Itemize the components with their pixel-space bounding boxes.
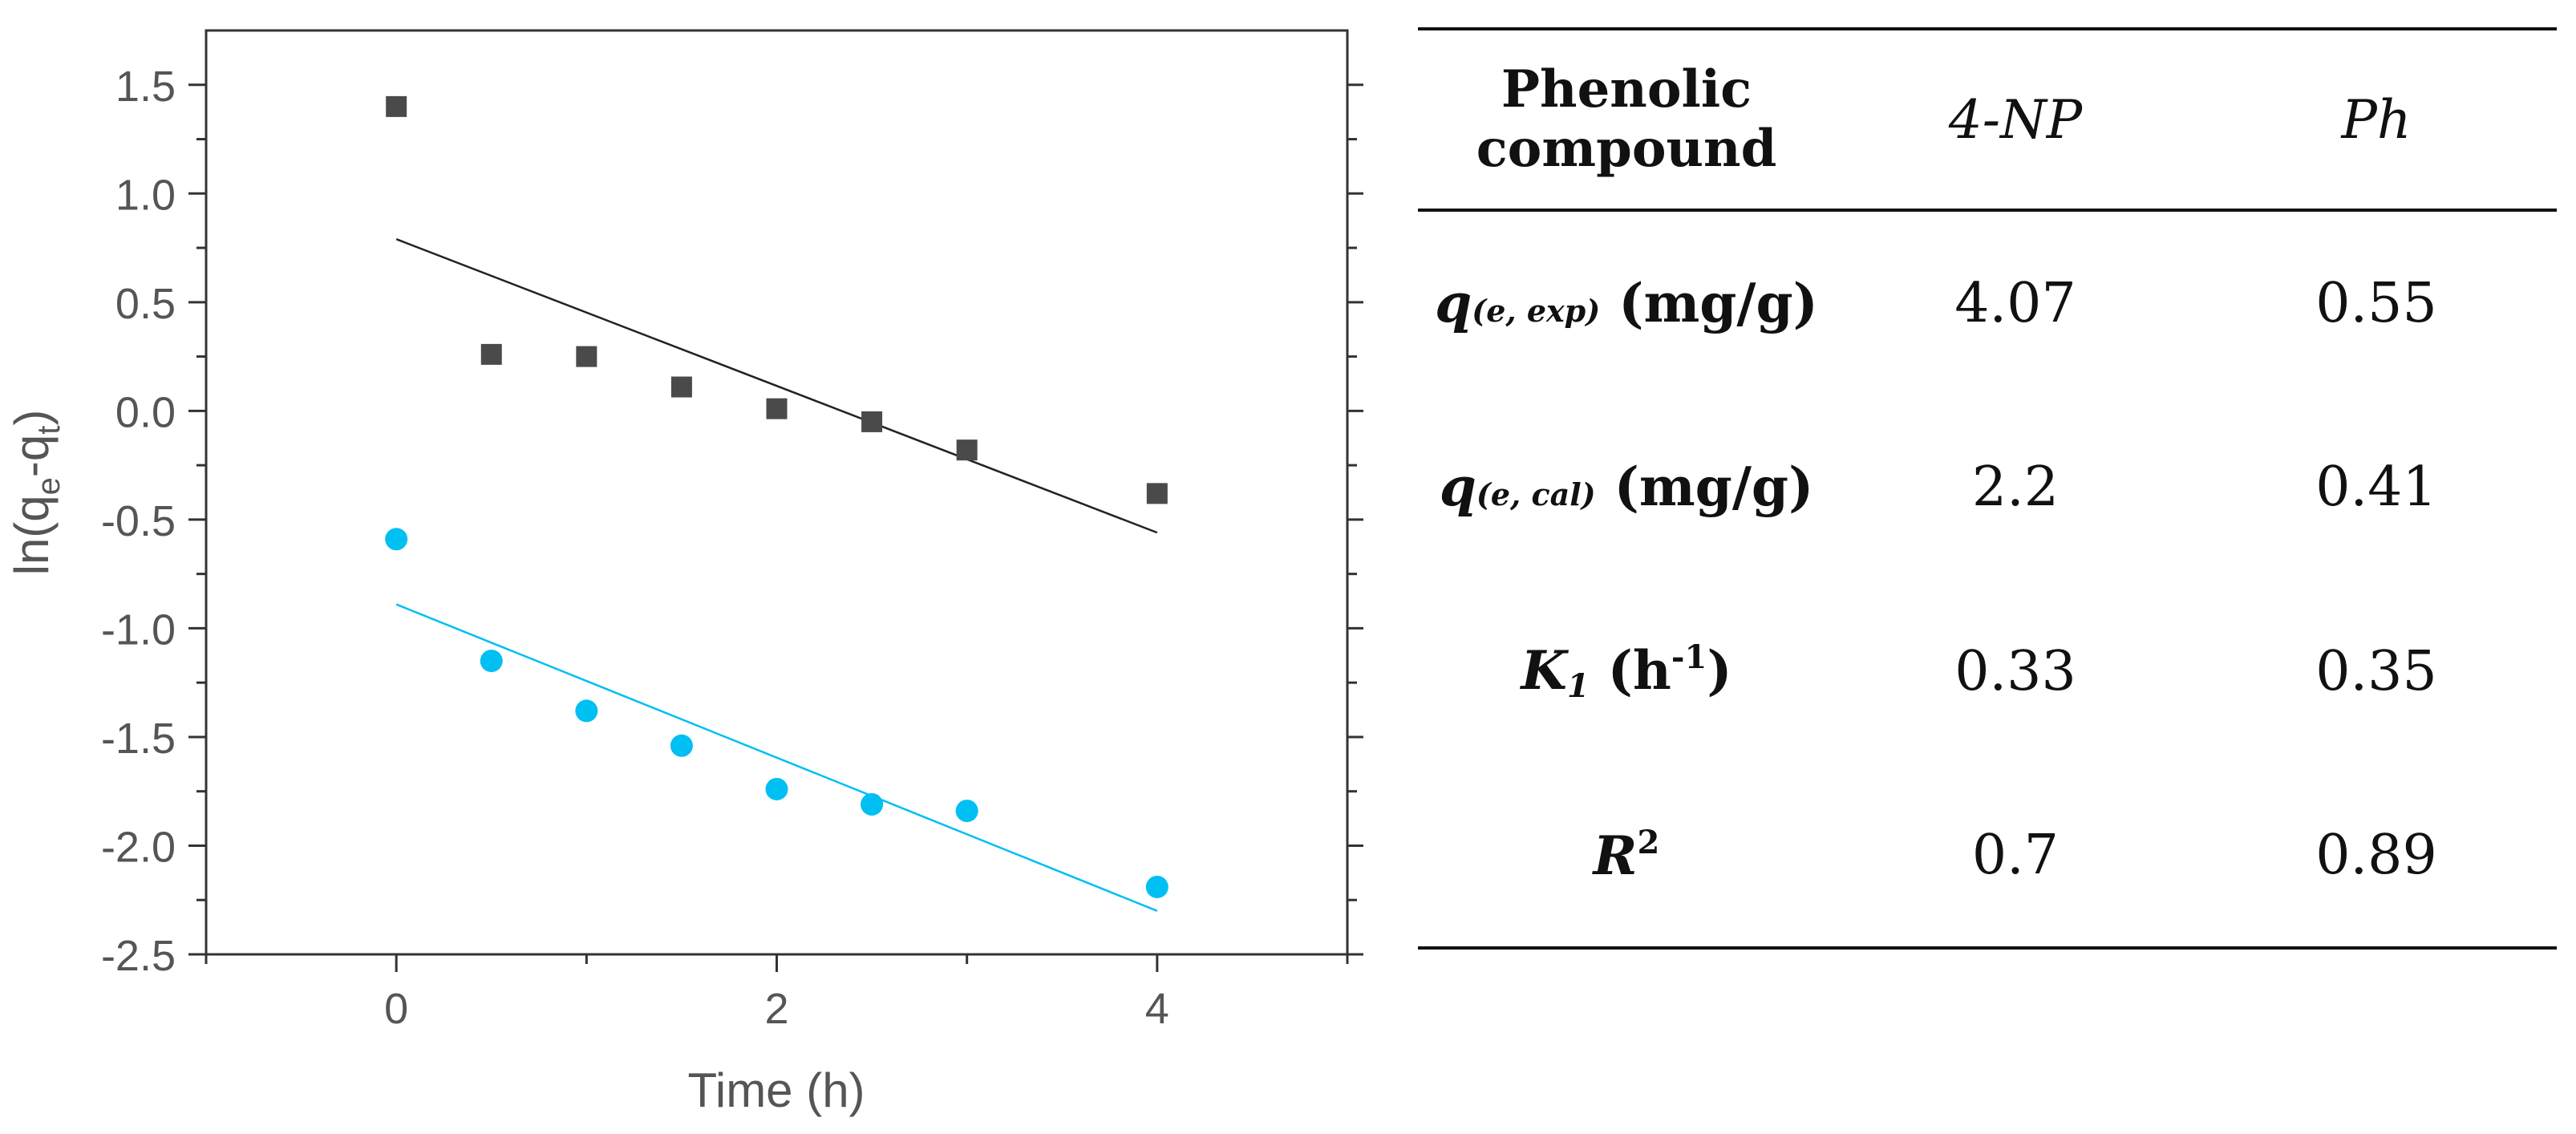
value-ph-qe-cal: 0.41 <box>2315 455 2437 519</box>
y-label-mid: -q <box>5 435 59 477</box>
label-symbol: q <box>1439 456 1476 518</box>
kinetics-chart: 1.5 1.0 0.5 0.0 -0.5 -1.0 -1.5 -2.0 -2.5 0 2 4 Tim… <box>5 29 1363 1117</box>
y-tick-label: -2.0 <box>101 823 176 871</box>
label-subscript: (e, cal) <box>1476 476 1596 512</box>
value-4np-k1: 0.33 <box>1954 639 2076 703</box>
table-row: R2 0.7 0.89 <box>1418 763 2557 948</box>
y-label-sub-t: t <box>31 426 67 435</box>
table-row: q(e, cal) (mg/g) 2.2 0.41 <box>1418 395 2557 579</box>
fit-line-ph <box>395 603 1158 912</box>
value-4np-qe-exp: 4.07 <box>1954 271 2076 335</box>
y-tick-label: 0.0 <box>115 388 176 436</box>
data-point-4-np <box>766 398 788 419</box>
label-subscript: (e, exp) <box>1472 293 1601 329</box>
data-point-4-np <box>670 376 692 398</box>
y-axis: 1.5 1.0 0.5 0.0 -0.5 -1.0 -1.5 -2.0 -2.5 <box>101 63 1363 980</box>
value-4np-r2: 0.7 <box>1971 823 2060 887</box>
label-r2: R2 <box>1418 763 1835 948</box>
label-qe-cal: q(e, cal) (mg/g) <box>1418 395 1835 579</box>
data-point-ph <box>670 734 693 757</box>
x-tick-label: 0 <box>384 985 408 1033</box>
label-unit-post: ) <box>1707 638 1732 702</box>
kinetic-parameters-table: Phenolic compound 4-NP Ph q(e, exp) (mg/… <box>1418 27 2557 950</box>
y-tick-label: -1.0 <box>101 605 176 654</box>
y-tick-label: 1.5 <box>115 63 176 111</box>
data-point-4-np <box>480 343 502 365</box>
header-phenolic-compound: Phenolic compound <box>1418 29 1835 210</box>
x-tick-label: 4 <box>1145 985 1169 1033</box>
data-point-4-np <box>956 439 978 461</box>
y-tick-label: -1.5 <box>101 715 176 763</box>
label-symbol: q <box>1435 272 1472 334</box>
y-label-sub-e: e <box>31 477 67 495</box>
y-tick-label: 1.0 <box>115 171 176 219</box>
data-point-ph <box>1145 875 1169 898</box>
value-ph-qe-exp: 0.55 <box>2315 271 2437 335</box>
fit-line-4-np <box>395 238 1158 534</box>
chart-svg: 1.5 1.0 0.5 0.0 -0.5 -1.0 -1.5 -2.0 -2.5 0 2 4 Tim… <box>5 29 1363 1117</box>
y-label-base: ln(q <box>5 495 59 575</box>
label-unit: (mg/g) <box>1600 272 1818 334</box>
y-tick-label: -2.5 <box>101 932 176 980</box>
data-point-ph <box>480 650 503 673</box>
label-unit: (mg/g) <box>1595 456 1814 518</box>
label-superscript: 2 <box>1637 823 1660 861</box>
y-axis-label: ln(qe-qt) <box>5 410 67 576</box>
x-axis: 0 2 4 <box>205 954 1349 1033</box>
data-point-4-np <box>576 346 597 367</box>
data-point-ph <box>385 528 408 551</box>
label-unit-pre: (h <box>1589 638 1671 702</box>
header-ph: Ph <box>2341 88 2412 151</box>
data-points <box>385 95 1169 898</box>
data-point-4-np <box>1146 483 1168 504</box>
x-axis-label: Time (h) <box>687 1063 865 1117</box>
plot-frame <box>205 29 1349 956</box>
label-k1: K1 (h-1) <box>1418 579 1835 763</box>
label-symbol: K <box>1521 638 1567 702</box>
data-point-ph <box>861 792 884 816</box>
value-4np-qe-cal: 2.2 <box>1971 455 2060 519</box>
y-tick-label: 0.5 <box>115 280 176 328</box>
label-superscript: -1 <box>1671 638 1707 676</box>
header-line-2: compound <box>1476 119 1777 179</box>
y-tick-label: -0.5 <box>101 497 176 545</box>
label-symbol: R <box>1593 824 1638 887</box>
table-row: K1 (h-1) 0.33 0.35 <box>1418 579 2557 763</box>
label-qe-exp: q(e, exp) (mg/g) <box>1418 210 1835 395</box>
header-line-1: Phenolic <box>1501 59 1752 119</box>
data-point-ph <box>765 777 788 800</box>
data-point-ph <box>575 699 598 723</box>
x-tick-label: 2 <box>764 985 788 1033</box>
data-point-ph <box>955 800 978 823</box>
y-label-end: ) <box>5 410 59 426</box>
label-subscript: 1 <box>1566 666 1590 705</box>
data-point-4-np <box>386 95 407 117</box>
fit-lines <box>395 238 1158 912</box>
header-4np: 4-NP <box>1948 88 2083 151</box>
table-row: q(e, exp) (mg/g) 4.07 0.55 <box>1418 210 2557 395</box>
value-ph-r2: 0.89 <box>2315 823 2437 887</box>
table-header-row: Phenolic compound 4-NP Ph <box>1418 29 2557 210</box>
data-point-4-np <box>861 411 883 432</box>
value-ph-k1: 0.35 <box>2315 639 2437 703</box>
